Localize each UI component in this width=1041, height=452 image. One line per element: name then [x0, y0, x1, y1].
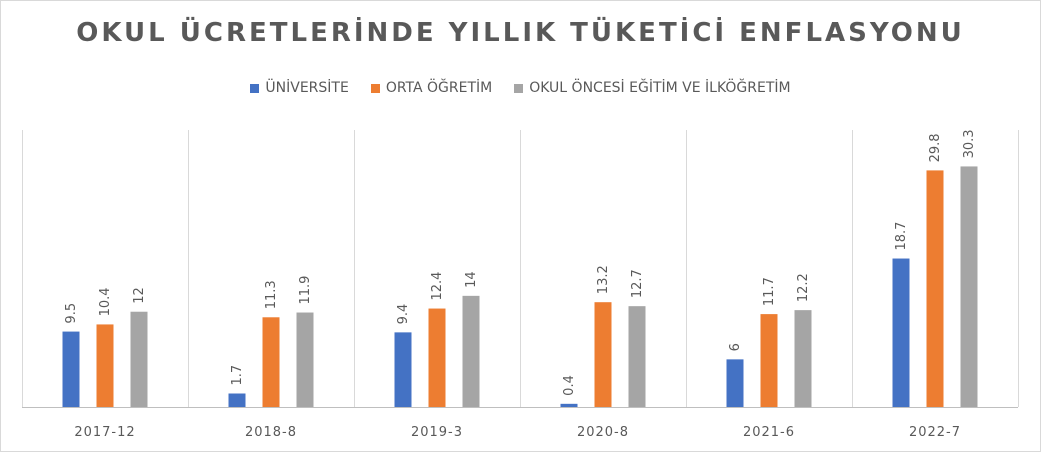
bar: [462, 295, 480, 407]
data-label: 30.3: [962, 129, 977, 158]
bar: [296, 312, 314, 407]
x-tick-label: 2019-3: [411, 425, 463, 440]
data-label: 12: [132, 287, 147, 304]
legend-swatch-orta-ogretim: [370, 83, 380, 93]
legend-item-orta-ogretim: ORTA ÖĞRETİM: [370, 80, 493, 96]
x-tick-label: 2021-6: [743, 425, 795, 440]
bar: [228, 393, 246, 407]
data-label: 12.7: [630, 269, 645, 298]
bar: [794, 310, 812, 407]
data-label: 11.7: [762, 277, 777, 306]
data-label: 29.8: [928, 133, 943, 162]
bar: [628, 306, 646, 407]
chart-title: OKUL ÜCRETLERİNDE YILLIK TÜKETİCİ ENFLAS…: [76, 18, 965, 48]
data-label: 11.9: [298, 276, 313, 305]
legend-swatch-okul-oncesi: [514, 83, 524, 93]
legend: ÜNİVERSİTE ORTA ÖĞRETİM OKUL ÖNCESİ EĞİT…: [0, 80, 1041, 96]
bar: [726, 359, 744, 407]
x-tick-label: 2022-7: [909, 425, 961, 440]
x-tick-label: 2020-8: [577, 425, 629, 440]
bar: [926, 170, 944, 407]
data-label: 1.7: [230, 365, 245, 386]
bar: [960, 166, 978, 407]
legend-item-okul-oncesi: OKUL ÖNCESİ EĞİTİM VE İLKÖĞRETİM: [514, 80, 791, 96]
bar: [560, 403, 578, 407]
data-label: 14: [464, 271, 479, 288]
bar: [130, 311, 148, 407]
bar: [760, 314, 778, 407]
bar: [428, 308, 446, 407]
legend-label-orta-ogretim: ORTA ÖĞRETİM: [385, 80, 493, 96]
bar: [394, 332, 412, 407]
x-tick-label: 2018-8: [245, 425, 297, 440]
data-label: 10.4: [98, 287, 113, 316]
x-tick-label: 2017-12: [74, 425, 135, 440]
legend-item-universite: ÜNİVERSİTE: [250, 80, 349, 96]
data-label: 9.4: [396, 304, 411, 325]
legend-label-universite: ÜNİVERSİTE: [265, 80, 349, 96]
data-label: 11.3: [264, 280, 279, 309]
data-label: 9.5: [64, 303, 79, 324]
legend-label-okul-oncesi: OKUL ÖNCESİ EĞİTİM VE İLKÖĞRETİM: [529, 80, 791, 96]
bar: [892, 258, 910, 407]
data-label: 12.2: [796, 273, 811, 302]
legend-swatch-universite: [250, 83, 260, 93]
data-label: 6: [728, 343, 743, 351]
bar: [594, 302, 612, 407]
data-label: 18.7: [894, 222, 909, 251]
data-label: 12.4: [430, 272, 445, 301]
bar: [62, 331, 80, 407]
data-label: 13.2: [596, 265, 611, 294]
data-label: 0.4: [562, 375, 577, 396]
bar: [96, 324, 114, 407]
bar: [262, 317, 280, 407]
